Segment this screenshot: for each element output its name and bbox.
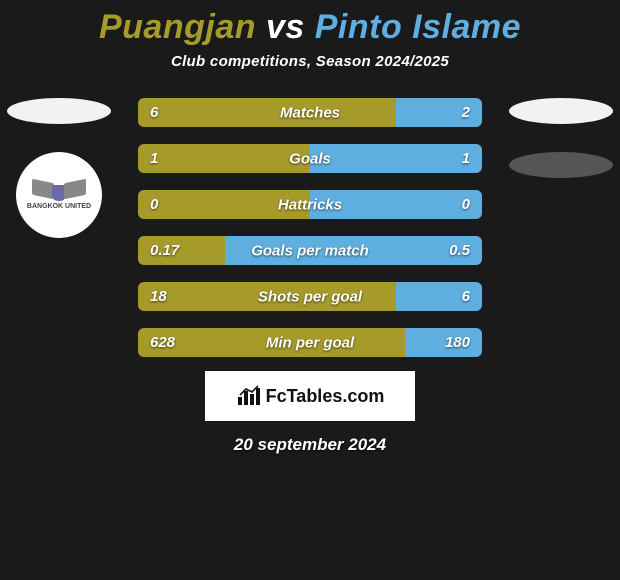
stat-seg-p2: 2 — [396, 98, 482, 127]
page-title: Puangjan vs Pinto Islame — [0, 0, 620, 47]
player2-name: Pinto Islame — [315, 8, 521, 46]
stat-seg-p2: 1 — [310, 144, 482, 173]
branding-box: FcTables.com — [205, 371, 415, 421]
player2-flag-oval-2 — [509, 152, 613, 178]
stat-seg-p1: 6 — [138, 98, 396, 127]
branding-text: FcTables.com — [266, 386, 385, 407]
subtitle: Club competitions, Season 2024/2025 — [0, 53, 620, 70]
club-wings-icon — [32, 181, 86, 201]
stat-seg-p2: 6 — [396, 282, 482, 311]
player2-badges — [506, 98, 616, 178]
stat-value-p1: 628 — [150, 334, 175, 351]
stat-label: Min per goal — [266, 334, 354, 351]
stat-row: 18 6 Shots per goal — [138, 282, 482, 311]
stat-value-p2: 1 — [462, 150, 470, 167]
comparison-panel: BANGKOK UNITED 6 2 Matches 1 1 Goals 0 0 Hattric… — [0, 98, 620, 357]
stat-row: 0 0 Hattricks — [138, 190, 482, 219]
club-label-bottom: BANGKOK UNITED — [27, 203, 91, 210]
vs-text: vs — [256, 8, 315, 46]
branding-chart-icon — [236, 385, 262, 407]
stat-label: Hattricks — [278, 196, 342, 213]
stat-value-p2: 6 — [462, 288, 470, 305]
stat-value-p2: 2 — [462, 104, 470, 121]
player1-name: Puangjan — [99, 8, 256, 46]
stat-row: 628 180 Min per goal — [138, 328, 482, 357]
stat-row: 0.17 0.5 Goals per match — [138, 236, 482, 265]
stat-seg-p2: 180 — [405, 328, 482, 357]
player2-flag-oval-1 — [509, 98, 613, 124]
stat-row: 1 1 Goals — [138, 144, 482, 173]
stat-value-p2: 0 — [462, 196, 470, 213]
stat-label: Goals — [289, 150, 331, 167]
stat-label: Goals per match — [251, 242, 369, 259]
stat-label: Shots per goal — [258, 288, 362, 305]
stat-label: Matches — [280, 104, 340, 121]
player1-badges: BANGKOK UNITED — [4, 98, 114, 238]
player1-club-badge: BANGKOK UNITED — [16, 152, 102, 238]
stat-value-p2: 180 — [445, 334, 470, 351]
date-text: 20 september 2024 — [0, 435, 620, 455]
stat-value-p1: 6 — [150, 104, 158, 121]
stat-value-p1: 0.17 — [150, 242, 179, 259]
stat-value-p1: 0 — [150, 196, 158, 213]
stat-value-p2: 0.5 — [449, 242, 470, 259]
stat-value-p1: 18 — [150, 288, 167, 305]
stat-bars: 6 2 Matches 1 1 Goals 0 0 Hattricks 0.17 0.5 Goals … — [138, 98, 482, 357]
stat-row: 6 2 Matches — [138, 98, 482, 127]
stat-seg-p1: 1 — [138, 144, 310, 173]
stat-value-p1: 1 — [150, 150, 158, 167]
stat-seg-p1: 0.17 — [138, 236, 225, 265]
player1-flag-oval — [7, 98, 111, 124]
